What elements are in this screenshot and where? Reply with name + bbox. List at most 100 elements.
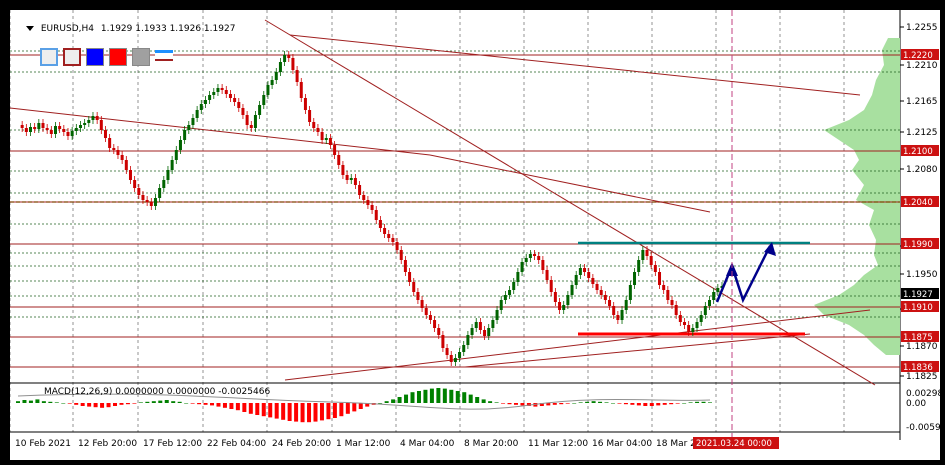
candle <box>628 285 632 300</box>
candle <box>595 284 599 290</box>
macd-bar <box>578 402 583 403</box>
candle <box>208 95 212 100</box>
candle <box>28 127 32 132</box>
candle <box>716 288 720 292</box>
time-tick-label: 17 Feb 12:00 <box>143 439 202 449</box>
macd-tick-label: 0.002983 <box>906 389 940 399</box>
time-tick-label: 16 Mar 04:00 <box>592 439 652 449</box>
macd-bar <box>242 403 247 412</box>
macd-bar <box>229 403 234 409</box>
candle <box>303 98 307 110</box>
macd-bar <box>119 403 124 405</box>
price-tick-label: 1.2210 <box>906 61 938 71</box>
candle <box>328 138 332 145</box>
price-label-box <box>901 145 939 156</box>
candle <box>578 268 582 275</box>
forecast-arrow-head-1 <box>726 262 738 276</box>
macd-bar <box>216 403 221 407</box>
candle <box>266 85 270 95</box>
macd-bar <box>145 401 150 403</box>
macd-bar <box>358 403 363 409</box>
candle <box>608 300 612 306</box>
candle <box>487 328 491 336</box>
macd-tick-label: 0.00 <box>906 399 926 409</box>
forecast-path <box>715 245 772 304</box>
candle <box>483 330 487 336</box>
toolbar-line-style-button[interactable] <box>155 48 173 66</box>
candle <box>287 55 291 58</box>
macd-bar <box>222 403 227 408</box>
price-label-box <box>901 49 939 60</box>
candle <box>228 94 232 98</box>
macd-bar <box>610 403 615 404</box>
toolbar-gray-fill-button[interactable] <box>132 48 150 66</box>
price-tick-label: 1.2125 <box>906 128 938 138</box>
toolbar-red-fill-button[interactable] <box>109 48 127 66</box>
macd-bar <box>481 399 486 403</box>
candle <box>691 328 695 332</box>
macd-bar <box>113 403 118 406</box>
symbol-label: EURUSD,H4 <box>40 24 94 34</box>
candle <box>249 125 253 128</box>
toolbar-blue-fill-button[interactable] <box>86 48 104 66</box>
symbol-menu-icon[interactable] <box>26 26 34 31</box>
candle <box>233 98 237 102</box>
trendline-upper <box>289 34 861 96</box>
macd-bar <box>565 403 570 404</box>
macd-bar <box>649 403 654 406</box>
candle <box>66 132 70 136</box>
ohlc-values: 1.1929 1.1933 1.1926 1.1927 <box>100 24 236 34</box>
candle <box>408 272 412 282</box>
macd-bar <box>494 402 499 403</box>
time-tick-label: 10 Feb 2021 <box>15 439 71 449</box>
candle <box>683 322 687 325</box>
macd-bar <box>636 403 641 406</box>
candle <box>441 335 445 348</box>
candle <box>678 315 682 322</box>
macd-bar <box>585 401 590 403</box>
macd-tick-label: -0.00599 <box>906 423 940 433</box>
macd-bar <box>313 403 318 422</box>
chart-header: EURUSD,H4 1.1929 1.1933 1.1926 1.1927 <box>26 24 239 34</box>
macd-bar <box>93 403 98 408</box>
candle <box>687 325 691 332</box>
macd-bar <box>429 388 434 403</box>
chart-window[interactable]: 1.22551.22101.21651.21251.20801.19951.19… <box>10 10 940 460</box>
candle <box>512 282 516 290</box>
candle <box>545 270 549 280</box>
candle <box>416 292 420 300</box>
price-label: 1.1875 <box>903 333 933 343</box>
candle <box>128 170 132 180</box>
candle <box>308 110 312 122</box>
macd-bar <box>688 402 693 403</box>
candle <box>649 256 653 265</box>
candle <box>262 95 266 105</box>
candle <box>695 322 699 328</box>
candle <box>370 205 374 210</box>
candle <box>103 130 107 138</box>
candle <box>366 200 370 205</box>
price-label-box <box>901 196 939 207</box>
candle <box>141 195 145 200</box>
candle <box>641 250 645 260</box>
macd-bar <box>281 403 286 420</box>
candle <box>553 292 557 302</box>
chart-canvas[interactable]: 1.22551.22101.21651.21251.20801.19951.19… <box>10 10 940 460</box>
time-tick-label: 11 Mar 12:00 <box>528 439 588 449</box>
candle <box>470 328 474 335</box>
candle <box>45 128 49 130</box>
candle <box>224 90 228 94</box>
toolbar-light-blue-square-button[interactable] <box>40 48 58 66</box>
toolbar-dark-red-square-button[interactable] <box>63 48 81 66</box>
candle <box>491 320 495 328</box>
macd-bar <box>87 403 92 407</box>
macd-bar <box>28 400 33 403</box>
candle <box>566 295 570 305</box>
macd-bar <box>669 403 674 405</box>
candle <box>499 300 503 310</box>
candle <box>241 108 245 115</box>
candle <box>453 358 457 362</box>
candle <box>316 128 320 132</box>
candle <box>495 310 499 320</box>
candle <box>62 129 66 132</box>
